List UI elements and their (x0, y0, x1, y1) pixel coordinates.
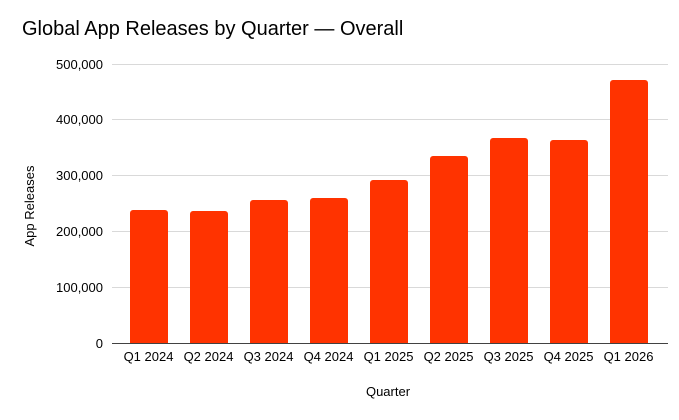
x-tick-label: Q2 2024 (183, 349, 234, 364)
gridline (112, 119, 668, 121)
bar-q2-2025 (429, 156, 468, 343)
y-tick-label: 100,000 (56, 279, 103, 295)
bar-q1-2025 (369, 179, 408, 343)
y-tick-label: 200,000 (56, 223, 103, 239)
x-tick-label: Q1 2026 (603, 349, 654, 364)
x-tick-label: Q1 2024 (123, 349, 174, 364)
x-tick-label: Q2 2025 (423, 349, 474, 364)
bar-q3-2025 (489, 137, 528, 343)
gridline (112, 63, 668, 65)
gridline (112, 175, 668, 177)
bar-q2-2024 (189, 211, 228, 343)
x-tick-label: Q3 2025 (483, 349, 534, 364)
y-tick-label: 300,000 (56, 168, 103, 184)
bar-q4-2025 (549, 139, 588, 343)
y-axis-title: App Releases (22, 165, 37, 247)
bar-q3-2024 (249, 199, 288, 343)
plot-area (112, 63, 668, 344)
x-tick-label: Q4 2025 (543, 349, 594, 364)
chart-title: Global App Releases by Quarter — Overall (22, 18, 404, 40)
y-tick-label: 0 (95, 335, 103, 351)
x-tick-label: Q3 2024 (243, 349, 294, 364)
x-axis-title: Quarter (365, 384, 411, 399)
y-tick-label: 400,000 (56, 112, 103, 128)
bar-q4-2024 (309, 198, 348, 343)
x-tick-label: Q4 2024 (303, 349, 354, 364)
y-tick-label: 500,000 (56, 56, 103, 72)
x-axis-line (112, 342, 668, 344)
x-tick-label: Q1 2025 (363, 349, 414, 364)
bar-q1-2024 (129, 210, 168, 343)
bar-q1-2026 (609, 79, 648, 343)
